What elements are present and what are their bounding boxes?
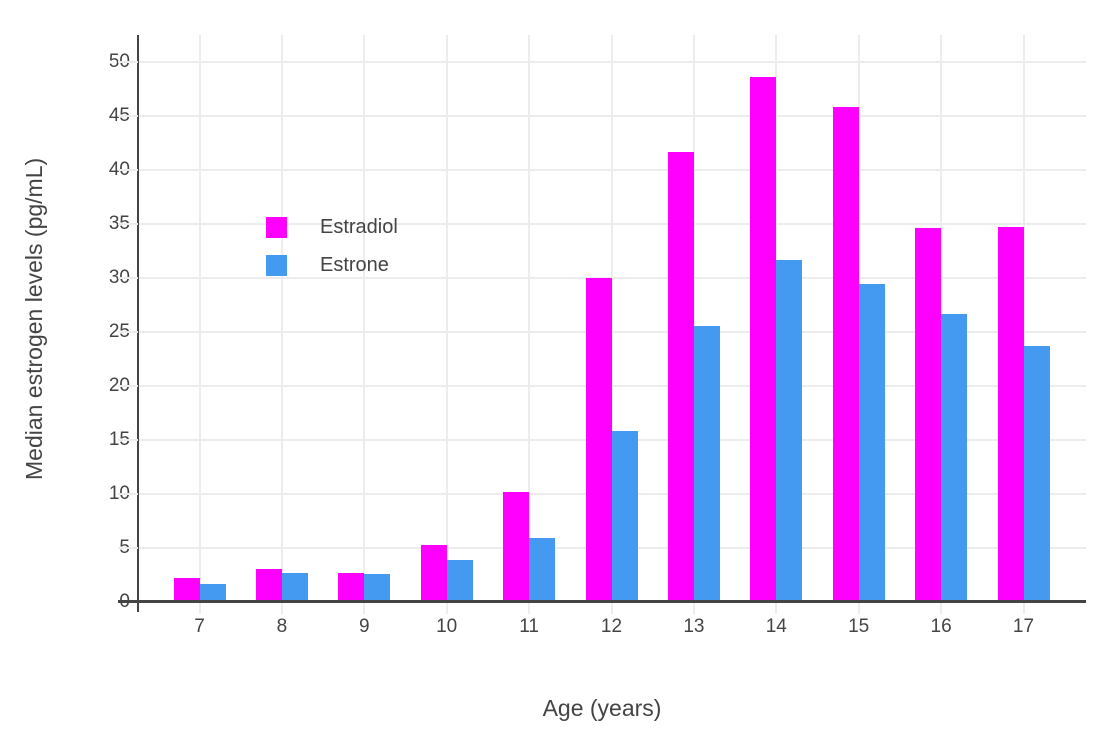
x-axis-line: [118, 600, 1086, 603]
bar-estradiol-age-16: [915, 227, 942, 602]
y-axis-line: [137, 35, 139, 612]
vertical-gridline-9: [363, 35, 366, 602]
bar-estradiol-age-17: [997, 226, 1024, 602]
x-tick-label-11: 11: [519, 616, 539, 637]
y-tick-mark-40: [118, 168, 138, 171]
x-tick-mark-11: [528, 603, 531, 614]
horizontal-gridline-20: [138, 384, 1086, 387]
plot-area: [138, 35, 1086, 602]
legend-swatch-estrone: [266, 255, 287, 276]
y-tick-label-0: 0: [119, 591, 130, 612]
bar-estrone-age-14: [776, 260, 803, 602]
x-tick-label-17: 17: [1012, 616, 1035, 637]
horizontal-gridline-40: [138, 168, 1086, 171]
horizontal-gridline-30: [138, 276, 1086, 279]
vertical-gridline-13: [692, 35, 695, 602]
bar-estrone-age-16: [941, 314, 968, 602]
bar-estradiol-age-15: [832, 106, 859, 602]
x-tick-label-16: 16: [930, 616, 952, 637]
x-tick-mark-9: [363, 603, 366, 614]
y-axis-title: Median estrogen levels (pg/mL): [21, 157, 47, 480]
x-tick-label-15: 15: [848, 616, 870, 637]
bar-estrone-age-7: [199, 583, 226, 602]
x-tick-mark-15: [857, 603, 860, 614]
bar-estrone-age-17: [1023, 345, 1050, 602]
horizontal-gridline-50: [138, 60, 1086, 63]
x-tick-label-10: 10: [436, 616, 458, 637]
y-tick-mark-15: [118, 438, 138, 441]
bar-estrone-age-15: [858, 284, 885, 602]
vertical-gridline-11: [528, 35, 531, 602]
y-tick-mark-10: [118, 492, 138, 495]
horizontal-gridline-45: [138, 114, 1086, 117]
legend-swatch-estradiol: [266, 217, 287, 238]
y-tick-mark-30: [118, 276, 138, 279]
bars-layer: [138, 35, 1086, 602]
x-tick-mark-12: [610, 603, 613, 614]
bar-estradiol-age-11: [503, 491, 530, 602]
horizontal-gridline-25: [138, 330, 1086, 333]
x-axis-title: Age (years): [542, 695, 662, 721]
bar-estrone-age-9: [364, 573, 391, 602]
y-tick-mark-50: [118, 60, 138, 63]
bar-estradiol-age-7: [173, 578, 200, 602]
bar-estrone-age-10: [446, 559, 473, 602]
x-tick-label-7: 7: [194, 616, 205, 637]
bar-estradiol-age-13: [667, 152, 694, 602]
y-tick-mark-20: [118, 384, 138, 387]
y-tick-mark-25: [118, 330, 138, 333]
bar-estrone-age-11: [529, 538, 556, 602]
bar-estradiol-age-12: [585, 277, 612, 602]
x-tick-mark-17: [1022, 603, 1025, 614]
x-tick-label-12: 12: [600, 616, 623, 637]
x-tick-mark-16: [940, 603, 943, 614]
x-tick-label-14: 14: [765, 616, 787, 637]
x-tick-mark-10: [445, 603, 448, 614]
bar-estrone-age-13: [693, 326, 720, 602]
vertical-gridline-8: [280, 35, 283, 602]
vertical-gridline-10: [445, 35, 448, 602]
bar-estradiol-age-10: [420, 544, 447, 602]
x-tick-mark-14: [775, 603, 778, 614]
bar-estradiol-age-8: [255, 568, 282, 602]
x-tick-mark-13: [692, 603, 695, 614]
x-tick-mark-7: [198, 603, 201, 614]
legend-item-estrone[interactable]: Estrone: [266, 254, 398, 277]
bar-estradiol-age-14: [750, 76, 777, 602]
y-tick-mark-45: [118, 114, 138, 117]
x-tick-label-9: 9: [359, 616, 370, 637]
x-tick-label-13: 13: [683, 616, 705, 637]
bar-estradiol-age-9: [338, 572, 365, 602]
bar-estrone-age-12: [611, 431, 638, 602]
y-tick-mark-35: [118, 222, 138, 225]
legend: Estradiol Estrone: [266, 216, 398, 277]
vertical-gridline-12: [610, 35, 613, 602]
y-tick-mark-5: [118, 546, 138, 549]
vertical-gridline-7: [198, 35, 201, 602]
x-tick-label-8: 8: [276, 616, 288, 637]
legend-item-estradiol[interactable]: Estradiol: [266, 216, 398, 239]
legend-label-estradiol: Estradiol: [320, 216, 398, 238]
bar-estrone-age-8: [281, 572, 308, 602]
horizontal-gridline-35: [138, 222, 1086, 225]
x-tick-mark-8: [280, 603, 283, 614]
legend-label-estrone: Estrone: [320, 254, 389, 276]
vertical-gridline-17: [1022, 35, 1025, 602]
